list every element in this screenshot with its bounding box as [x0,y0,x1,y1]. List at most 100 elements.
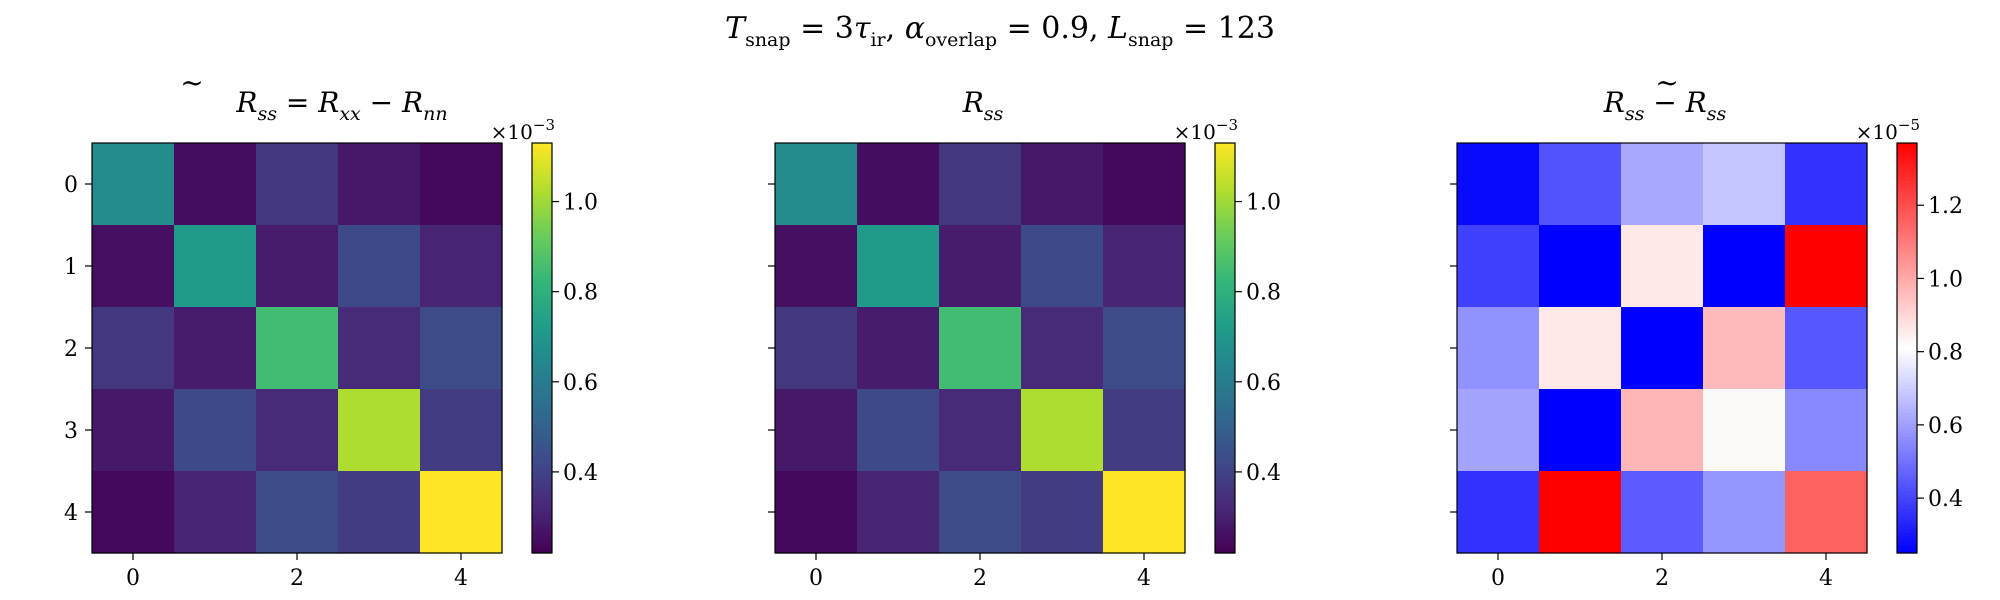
colorbar-gradient-slice [1215,344,1235,349]
colorbar-gradient-slice [532,327,552,332]
colorbar-gradient-slice [1897,525,1917,530]
colorbar-gradient-slice [1215,406,1235,411]
colorbar-gradient-slice [532,173,552,178]
colorbar-gradient-slice [532,453,552,458]
colorbar-gradient-slice [1215,173,1235,178]
colorbar-gradient-slice [1215,317,1235,322]
colorbar-gradient-slice [532,160,552,165]
colorbar-tick-label: 1.2 [1928,194,1963,219]
colorbar-gradient-slice [1215,163,1235,168]
colorbar-gradient-slice [1897,245,1917,250]
heatmap-2-cell-r3-c0 [775,389,858,472]
colorbar-gradient-slice [1215,187,1235,192]
colorbar-gradient-slice [1897,272,1917,277]
colorbar-gradient-slice [1215,368,1235,373]
colorbar-gradient-slice [1215,477,1235,482]
panel-1-title-tilde: ~ [180,66,203,99]
colorbar-tick-label: 0.4 [1928,487,1963,512]
colorbar-gradient-slice [1897,354,1917,359]
colorbar-gradient-slice [1897,313,1917,318]
colorbar-gradient-slice [532,395,552,400]
colorbar-gradient-slice [1897,180,1917,185]
colorbar-3: 0.4 0.6 0.8 1.0 1.2 [1896,142,1963,554]
colorbar-gradient-slice [532,512,552,517]
colorbar-gradient-slice [1215,467,1235,472]
colorbar-gradient-slice [1897,286,1917,291]
heatmap-3-cell-r1-c3 [1703,225,1786,308]
colorbar-gradient-slice [532,365,552,370]
colorbar-gradient-slice [532,546,552,551]
colorbar-gradient-slice [1897,204,1917,209]
colorbar-tick-label: 1.0 [563,191,598,216]
colorbar-gradient-slice [1897,453,1917,458]
colorbar-gradient-slice [532,252,552,257]
y-tick-label: 2 [64,337,78,362]
colorbar-gradient-slice [1215,491,1235,496]
colorbar-gradient-slice [1215,218,1235,223]
colorbar-gradient-slice [1897,153,1917,158]
heatmap-3-x-axis: 0 2 4 [1491,553,1833,591]
colorbar-gradient-slice [1215,337,1235,342]
colorbar-gradient-slice [1897,546,1917,551]
colorbar-gradient-slice [532,529,552,534]
colorbar-gradient-slice [1215,525,1235,530]
panel-1-title: Rss = Rxx − Rnn [235,86,447,125]
colorbar-gradient-slice [1897,259,1917,264]
heatmap-1-cell-r4-c4 [420,471,503,554]
colorbar-gradient-slice [532,238,552,243]
colorbar-gradient-slice [532,307,552,312]
colorbar-gradient-slice [532,518,552,523]
colorbar-gradient-slice [1897,474,1917,479]
colorbar-frame [1896,142,1918,554]
colorbar-tick-label: 0.6 [563,371,598,396]
colorbar-gradient-slice [1897,238,1917,243]
heatmap-1-cell-r2-c3 [338,307,421,390]
colorbar-gradient-slice [1897,218,1917,223]
colorbar-gradient-slice [1897,293,1917,298]
colorbar-gradient-slice [1897,481,1917,486]
colorbar-gradient-slice [1897,149,1917,154]
colorbar-tick-label: 0.4 [563,461,598,486]
colorbar-gradient-slice [1215,221,1235,226]
heatmap-1-cell-r0-c2 [256,143,339,226]
colorbar-gradient-slice [532,197,552,202]
colorbar-gradient-slice [532,262,552,267]
colorbar-gradient-slice [532,378,552,383]
heatmap-2-cell-r0-c1 [857,143,940,226]
heatmap-3-cells [1457,143,1868,554]
colorbar-gradient-slice [1897,385,1917,390]
colorbar-gradient-slice [1897,163,1917,168]
colorbar-gradient-slice [1897,412,1917,417]
colorbar-gradient-slice [1897,358,1917,363]
colorbar-gradient-slice [1215,395,1235,400]
colorbar-gradient-slice [1215,365,1235,370]
heatmap-1-cell-r2-c4 [420,307,503,390]
heatmap-2-cell-r2-c0 [775,307,858,390]
heatmap-1-cell-r3-c0 [92,389,175,472]
colorbar-gradient-slice [532,337,552,342]
colorbar-gradient-slice [1215,190,1235,195]
colorbar-gradient-slice [532,539,552,544]
colorbar-gradient-slice [532,235,552,240]
colorbar-gradient-slice [1215,242,1235,247]
colorbar-gradient-slice [1897,320,1917,325]
colorbar-gradient-slice [1897,371,1917,376]
colorbar-gradient-slice [532,440,552,445]
heatmap-3-cell-r1-c2 [1621,225,1704,308]
heatmap-1-cell-r1-c3 [338,225,421,308]
heatmap-3-cell-r3-c1 [1539,389,1622,472]
colorbar-tick-label: 1.0 [1928,267,1963,292]
colorbar-tick-label: 0.6 [1246,371,1281,396]
colorbar-gradient-slice [532,344,552,349]
colorbar-gradient-slice [1215,546,1235,551]
heatmap-3-cell-r4-c3 [1703,471,1786,554]
colorbar-gradient-slice [532,177,552,182]
colorbar-gradient-slice [1215,276,1235,281]
colorbar-gradient-slice [1215,170,1235,175]
colorbar-2: 0.4 0.6 0.8 1.0 [1214,142,1281,554]
colorbar-gradient-slice [532,204,552,209]
colorbar-gradient-slice [532,180,552,185]
heatmap-3-cell-r3-c4 [1785,389,1868,472]
heatmap-1-cell-r2-c1 [174,307,257,390]
colorbar-gradient-slice [1215,529,1235,534]
